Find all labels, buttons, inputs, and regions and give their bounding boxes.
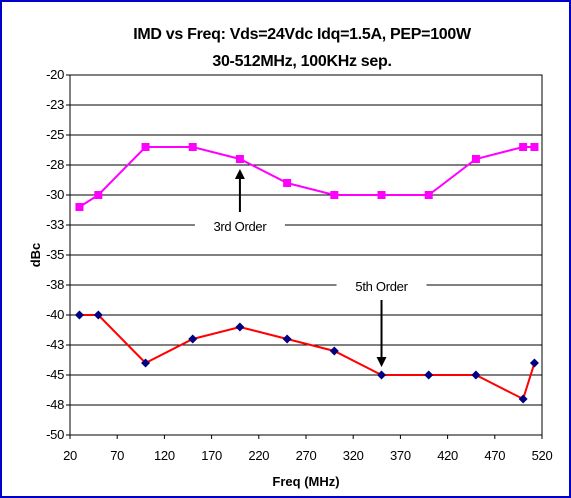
x-tick-label: 20 xyxy=(63,448,77,463)
series-line xyxy=(79,314,536,401)
data-point-square xyxy=(519,143,528,151)
x-tick-label: 370 xyxy=(390,448,411,463)
y-tick-label: -48 xyxy=(46,397,64,412)
data-point-diamond xyxy=(424,370,434,380)
y-tick-label: -20 xyxy=(46,67,64,82)
data-point-diamond xyxy=(529,358,539,368)
data-point-square xyxy=(94,191,103,199)
annotation-label: 3rd Order xyxy=(213,219,267,234)
y-tick-label: -28 xyxy=(46,157,64,172)
series xyxy=(74,143,539,404)
y-tick-label: -45 xyxy=(46,367,64,382)
data-point-square xyxy=(530,143,539,151)
data-point-diamond xyxy=(74,310,84,320)
data-point-diamond xyxy=(141,358,151,368)
annotation-third-order: 3rd Order xyxy=(194,169,285,240)
y-tick-label: -25 xyxy=(46,127,64,142)
x-tick-label: 270 xyxy=(296,448,317,463)
x-tick-label: 120 xyxy=(154,448,175,463)
data-point-square xyxy=(235,155,244,163)
x-axis-ticks: 20 70 120 170 220 270 320 370 420 470 520 xyxy=(63,435,553,463)
x-axis-label: Freq (MHz) xyxy=(272,474,339,489)
data-point-diamond xyxy=(93,310,103,320)
y-axis-ticks: -20 -23 -25 -28 -30 -33 -35 -38 -40 -43 -45 -48 -50 xyxy=(46,67,70,442)
annotation-fifth-order: 5th Order xyxy=(336,272,427,367)
x-tick-label: 220 xyxy=(248,448,269,463)
annotation-box xyxy=(336,272,427,300)
annotation-arrowhead xyxy=(234,169,245,179)
data-point-square xyxy=(377,191,386,199)
chart-subtitle: 30-512MHz, 100KHz sep. xyxy=(212,53,391,70)
y-tick-label: -33 xyxy=(46,217,64,232)
data-point-square xyxy=(188,143,197,151)
data-point-diamond xyxy=(282,334,292,344)
series-line xyxy=(78,146,535,208)
y-tick-label: -40 xyxy=(46,307,64,322)
y-axis-label: dBc xyxy=(28,243,43,268)
data-point-diamond xyxy=(518,394,528,404)
data-point-diamond xyxy=(471,370,481,380)
data-point-square xyxy=(471,155,480,163)
annotations: 3rd Order 5th Order xyxy=(194,169,427,367)
x-tick-label: 420 xyxy=(437,448,458,463)
y-tick-label: -38 xyxy=(46,277,64,292)
annotation-arrowhead xyxy=(376,357,387,367)
data-point-diamond xyxy=(188,334,198,344)
y-tick-label: -43 xyxy=(46,337,64,352)
y-tick-label: -30 xyxy=(46,187,64,202)
y-tick-label: -23 xyxy=(46,97,64,112)
chart-title: IMD vs Freq: Vds=24Vdc Idq=1.5A, PEP=100… xyxy=(133,26,472,43)
data-point-diamond xyxy=(377,370,387,380)
annotation-label: 5th Order xyxy=(355,279,408,294)
y-tick-label: -35 xyxy=(46,247,64,262)
x-tick-label: 170 xyxy=(201,448,222,463)
data-point-square xyxy=(330,191,339,199)
annotation-box xyxy=(194,212,285,240)
y-tick-label: -50 xyxy=(46,427,64,442)
data-point-diamond xyxy=(235,322,245,332)
data-point-square xyxy=(283,179,292,187)
series-third-order xyxy=(75,143,539,211)
data-point-square xyxy=(75,203,84,211)
x-tick-label: 470 xyxy=(484,448,505,463)
x-tick-label: 70 xyxy=(110,448,124,463)
data-point-square xyxy=(141,143,150,151)
series-fifth-order xyxy=(74,310,539,404)
data-point-diamond xyxy=(329,346,339,356)
x-tick-label: 520 xyxy=(532,448,553,463)
data-point-square xyxy=(424,191,433,199)
x-tick-label: 320 xyxy=(343,448,364,463)
